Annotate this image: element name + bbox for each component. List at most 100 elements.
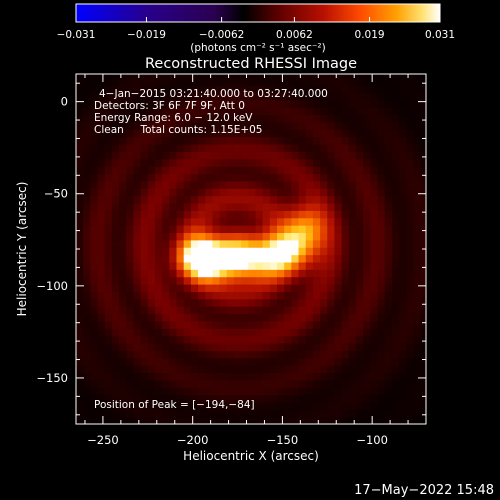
heatmap-cell	[291, 394, 300, 403]
heatmap-cell	[126, 298, 135, 307]
heatmap-cell	[147, 239, 156, 248]
heatmap-cell	[205, 298, 214, 307]
heatmap-cell	[262, 416, 271, 424]
heatmap-cell	[377, 284, 386, 292]
colorbar-tick-label: −0.0062	[199, 29, 245, 41]
heatmap-cell	[140, 313, 149, 322]
heatmap-cell	[406, 77, 415, 86]
heatmap-cell	[327, 202, 336, 211]
heatmap-cell	[219, 217, 228, 226]
heatmap-cell	[190, 401, 199, 410]
heatmap-cell	[162, 328, 170, 337]
heatmap-cell	[291, 107, 300, 116]
heatmap-cell	[169, 151, 178, 160]
heatmap-cell	[154, 144, 163, 152]
heatmap-cell	[233, 77, 242, 86]
heatmap-cell	[205, 261, 214, 270]
heatmap-cell	[183, 298, 192, 307]
heatmap-cell	[140, 298, 149, 307]
heatmap-cell	[384, 276, 393, 285]
heatmap-cell	[233, 320, 242, 329]
heatmap-cell	[413, 284, 422, 292]
heatmap-cell	[104, 136, 113, 145]
heatmap-cell	[176, 342, 185, 351]
heatmap-cell	[226, 372, 235, 381]
heatmap-cell	[219, 232, 228, 241]
heatmap-cell	[406, 173, 415, 182]
heatmap-cell	[320, 372, 328, 381]
heatmap-cell	[241, 166, 249, 175]
heatmap-cell	[162, 350, 170, 359]
heatmap-cell	[363, 247, 371, 256]
heatmap-cell	[233, 114, 242, 123]
heatmap-cell	[140, 372, 149, 381]
heatmap-cell	[212, 284, 221, 292]
heatmap-cell	[269, 144, 278, 152]
heatmap-cell	[327, 409, 336, 418]
heatmap-cell	[384, 188, 393, 197]
heatmap-cell	[205, 350, 214, 359]
heatmap-cell	[183, 232, 192, 241]
heatmap-cell	[76, 225, 84, 234]
heatmap-cell	[83, 401, 91, 410]
heatmap-cell	[126, 394, 135, 403]
heatmap-cell	[147, 92, 156, 101]
heatmap-cell	[198, 261, 206, 270]
heatmap-cell	[406, 158, 415, 167]
heatmap-cell	[391, 99, 400, 108]
heatmap-cell	[219, 144, 228, 152]
heatmap-cell	[384, 107, 393, 116]
heatmap-cell	[90, 166, 99, 175]
heatmap-cell	[212, 217, 221, 226]
heatmap-cell	[262, 387, 271, 396]
heatmap-cell	[384, 372, 393, 381]
heatmap-cell	[413, 232, 422, 241]
heatmap-cell	[391, 85, 400, 94]
heatmap-cell	[133, 306, 142, 315]
heatmap-cell	[327, 357, 336, 366]
heatmap-cell	[176, 188, 185, 197]
heatmap-cell	[76, 129, 84, 138]
heatmap-cell	[384, 298, 393, 307]
heatmap-cell	[147, 342, 156, 351]
heatmap-cell	[277, 239, 285, 248]
heatmap-cell	[183, 313, 192, 322]
heatmap-cell	[363, 202, 371, 211]
heatmap-cell	[233, 276, 242, 285]
heatmap-cell	[76, 151, 84, 160]
heatmap-cell	[370, 144, 379, 152]
heatmap-cell	[126, 180, 135, 189]
heatmap-cell	[198, 409, 206, 418]
heatmap-cell	[226, 387, 235, 396]
heatmap-cell	[262, 401, 271, 410]
heatmap-cell	[370, 74, 379, 79]
heatmap-cell	[198, 232, 206, 241]
heatmap-cell	[97, 188, 106, 197]
heatmap-cell	[233, 74, 242, 79]
heatmap-cell	[291, 195, 300, 204]
heatmap-cell	[370, 416, 379, 424]
heatmap-cell	[334, 313, 343, 322]
heatmap-cell	[413, 166, 422, 175]
heatmap-cell	[190, 217, 199, 226]
heatmap-cell	[320, 99, 328, 108]
heatmap-cell	[341, 313, 350, 322]
heatmap-cell	[126, 306, 135, 315]
heatmap-cell	[205, 239, 214, 248]
heatmap-cell	[241, 239, 249, 248]
heatmap-cell	[76, 394, 84, 403]
heatmap-cell	[284, 350, 292, 359]
heatmap-cell	[255, 306, 264, 315]
heatmap-cell	[219, 210, 228, 219]
heatmap-cell	[111, 114, 120, 123]
heatmap-cell	[334, 195, 343, 204]
heatmap-cell	[277, 136, 285, 145]
heatmap-cell	[233, 365, 242, 374]
heatmap-cell	[399, 291, 407, 300]
heatmap-cell	[255, 151, 264, 160]
heatmap-cell	[97, 409, 106, 418]
heatmap-cell	[277, 284, 285, 292]
heatmap-cell	[205, 232, 214, 241]
heatmap-cell	[305, 144, 314, 152]
heatmap-cell	[284, 387, 292, 396]
